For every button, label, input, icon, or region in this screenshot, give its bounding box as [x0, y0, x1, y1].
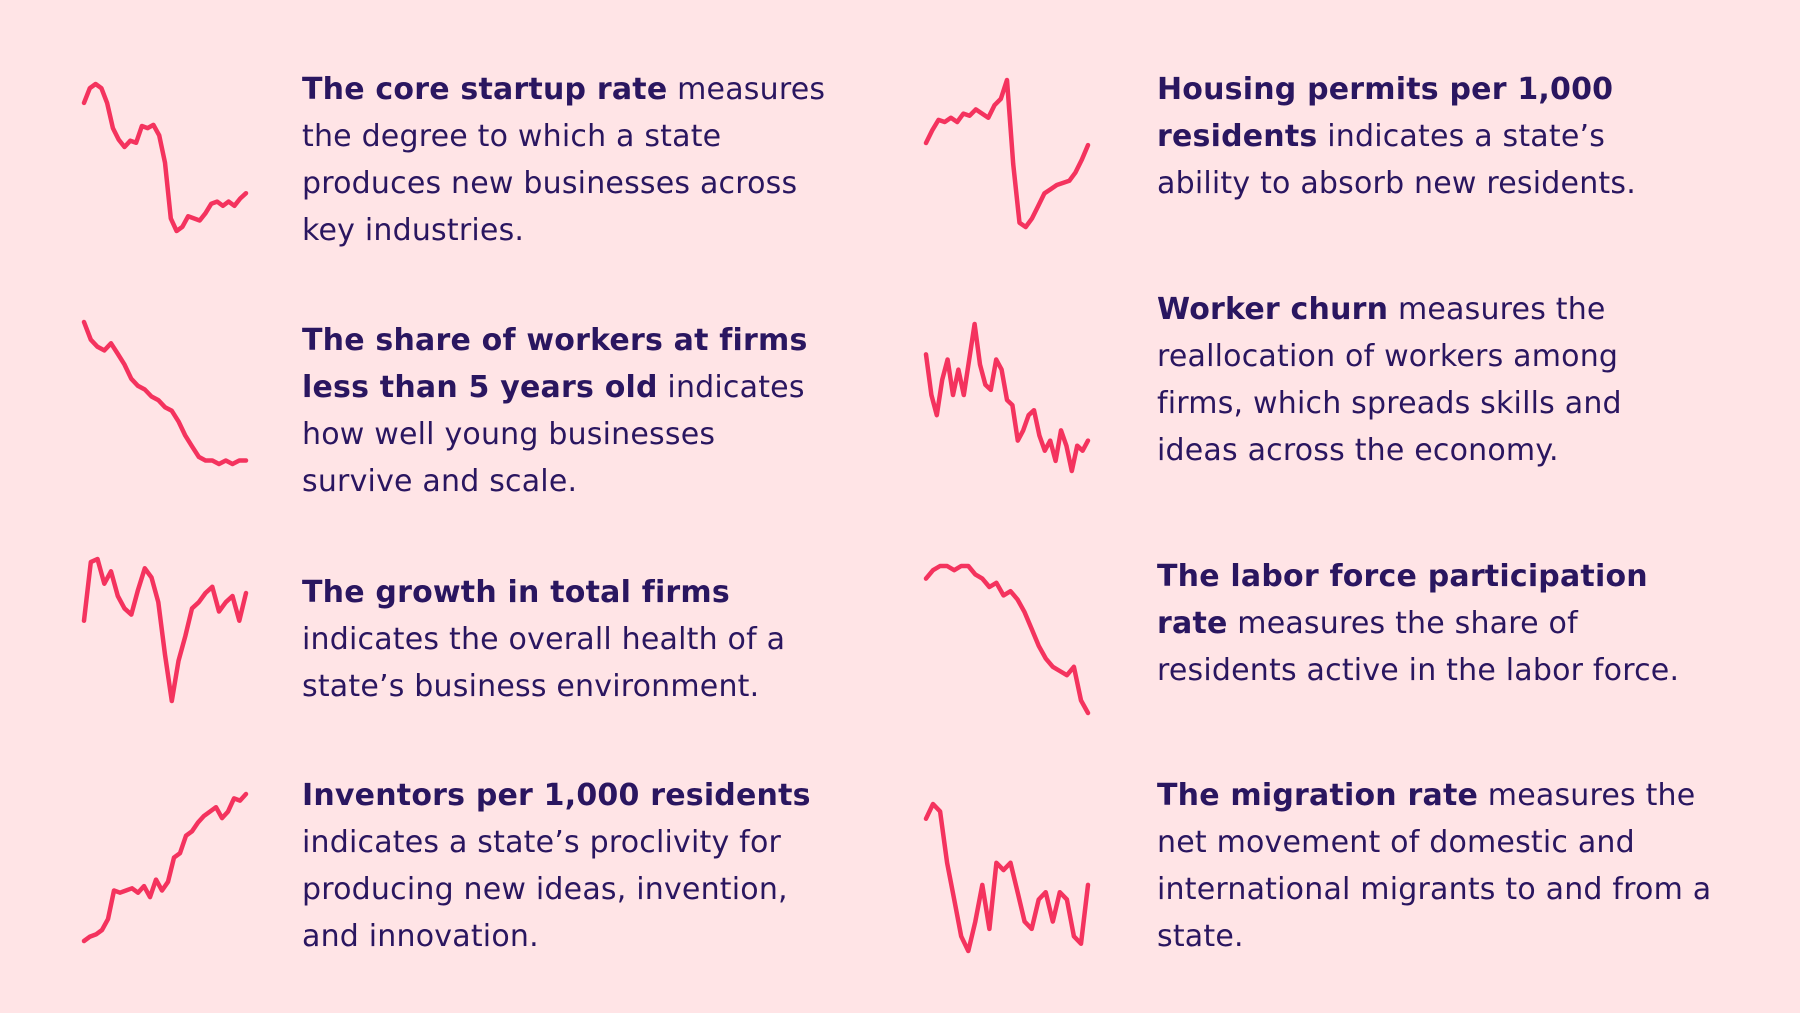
sparkline-labor-force-participation [923, 563, 1091, 716]
description-title: The core startup rate [302, 72, 668, 107]
description-total-firms-growth: The growth in total firms indicates the … [302, 569, 822, 710]
description-migration-rate: The migration rate measures the net move… [1157, 772, 1717, 960]
description-worker-churn: Worker churn measures the reallocation o… [1157, 286, 1677, 474]
description-core-startup-rate: The core startup rate measures the degre… [302, 66, 842, 254]
series-line [81, 556, 249, 704]
description-inventors: Inventors per 1,000 residents indicates … [302, 772, 842, 960]
sparkline-inventors [81, 791, 249, 944]
description-text: measures the degree to which a state pro… [302, 72, 826, 248]
description-text: indicates the overall health of a state’… [302, 622, 786, 704]
series-line [923, 321, 1091, 474]
sparkline-migration-rate [923, 801, 1091, 954]
description-text: indicates a state’s proclivity for produ… [302, 825, 788, 954]
series-line [923, 563, 1091, 716]
series-line [81, 791, 249, 944]
description-young-firm-workers: The share of workers at firms less than … [302, 317, 822, 505]
series-line [923, 77, 1091, 230]
sparkline-total-firms-growth [81, 556, 249, 704]
description-title: The migration rate [1157, 778, 1479, 813]
description-title: The labor force participation rate [1157, 559, 1648, 641]
description-text: measures the share of residents active i… [1157, 606, 1680, 688]
description-title: Housing permits per 1,000 residents [1157, 72, 1614, 154]
sparkline-core-startup-rate [81, 81, 249, 234]
description-text: measures the net movement of domestic an… [1157, 778, 1712, 954]
sparkline-young-firm-workers [81, 319, 249, 467]
description-labor-force-participation: The labor force participation rate measu… [1157, 553, 1717, 694]
description-title: The growth in total firms [302, 575, 730, 610]
description-text: indicates how well young businesses surv… [302, 370, 805, 499]
series-line [81, 81, 249, 234]
series-line [923, 801, 1091, 954]
sparkline-housing-permits [923, 77, 1091, 230]
description-title: Worker churn [1157, 292, 1389, 327]
series-line [81, 319, 249, 467]
description-housing-permits: Housing permits per 1,000 residents indi… [1157, 66, 1677, 207]
description-text: measures the reallocation of workers amo… [1157, 292, 1622, 468]
description-title: The share of workers at firms less than … [302, 323, 808, 405]
sparkline-worker-churn [923, 321, 1091, 474]
description-title: Inventors per 1,000 residents [302, 778, 811, 813]
description-text: indicates a state’s ability to absorb ne… [1157, 119, 1636, 201]
